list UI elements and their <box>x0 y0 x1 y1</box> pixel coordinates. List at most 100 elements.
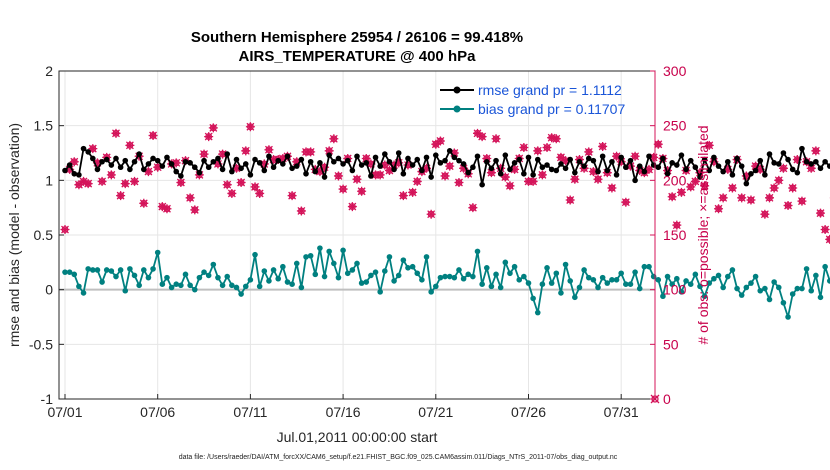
obs-count-point <box>148 131 158 141</box>
rmse-point <box>340 161 346 167</box>
rmse-point <box>660 155 666 162</box>
rmse-point <box>395 150 402 156</box>
obs-count-point <box>783 200 793 210</box>
rmse-point <box>762 172 768 178</box>
y-tick-label-right: 250 <box>663 118 687 134</box>
rmse-point <box>280 161 286 167</box>
rmse-point <box>585 155 592 162</box>
rmse-point <box>826 163 830 169</box>
rmse-point <box>803 158 810 165</box>
bias-point <box>743 284 750 291</box>
x-tick-label: 07/16 <box>326 404 361 420</box>
rmse-point <box>289 165 295 172</box>
bias-point <box>813 272 819 279</box>
bias-point <box>293 260 300 267</box>
bias-point <box>66 269 73 275</box>
obs-count-point <box>621 197 631 207</box>
obs-count-point <box>333 171 343 181</box>
bias-point <box>113 273 119 280</box>
bias-point <box>99 279 105 285</box>
obs-count-point <box>491 134 501 144</box>
rmse-point <box>456 157 462 164</box>
obs-count-point <box>528 176 538 186</box>
bias-point <box>516 277 523 283</box>
rmse-point <box>562 165 569 172</box>
bias-point <box>669 281 675 288</box>
bias-point <box>372 269 379 275</box>
obs-count-point <box>236 178 246 188</box>
bias-point <box>785 314 791 320</box>
bias-point <box>692 271 699 278</box>
obs-count-point <box>185 193 195 203</box>
obs-count-point <box>667 192 677 202</box>
y-tick-label-right: 100 <box>663 282 687 298</box>
rmse-point <box>71 170 78 177</box>
bias-point <box>734 285 740 292</box>
rmse-point <box>590 157 597 164</box>
tick-layer: 07/01 07/06 07/11 07/16 07/21 07/26 07/31 -1 -0.… <box>29 63 687 420</box>
bias-point <box>521 273 527 280</box>
obs-count-point <box>431 139 441 149</box>
rmse-point <box>808 161 815 167</box>
data-file-footnote: data file: /Users/raeder/DAI/ATM_forcXX/… <box>179 454 618 461</box>
obs-count-point <box>106 170 116 180</box>
rmse-point <box>488 165 495 172</box>
rmse-point <box>678 152 685 158</box>
bias-point <box>465 271 472 278</box>
bias-point <box>553 270 560 277</box>
rmse-point <box>664 170 671 177</box>
obs-count-point <box>125 140 135 150</box>
bias-point <box>817 294 824 301</box>
y-tick-label-left: 1.5 <box>34 118 54 134</box>
y-tick-label-left: -0.5 <box>29 336 53 352</box>
obs-count-point <box>598 141 608 151</box>
legend-rmse-text: rmse grand pr = 1.1112 <box>478 82 622 98</box>
bias-point <box>178 282 184 289</box>
bias-point <box>335 274 342 281</box>
obs-count-point <box>241 146 251 156</box>
bias-point <box>609 277 615 283</box>
x-tick-label: 07/06 <box>140 404 175 420</box>
bias-point <box>414 270 421 277</box>
bias-point <box>90 267 96 273</box>
obs-count-point <box>329 134 339 144</box>
rmse-point <box>539 164 546 171</box>
rmse-point <box>683 166 689 173</box>
rmse-point <box>131 158 138 165</box>
rmse-point <box>400 170 407 177</box>
bias-point <box>419 277 425 283</box>
rmse-point <box>655 164 662 171</box>
y-tick-label-left: 0 <box>45 282 53 298</box>
rmse-point <box>358 162 365 168</box>
rmse-point <box>270 164 277 171</box>
bias-point <box>623 281 629 288</box>
bias-point <box>581 267 587 273</box>
obs-count-point <box>815 208 825 218</box>
rmse-point <box>794 169 801 176</box>
obs-count-point <box>111 128 121 138</box>
rmse-point <box>511 160 518 166</box>
rmse-point <box>595 168 601 175</box>
obs-count-point <box>468 203 478 213</box>
bias-point <box>507 270 513 277</box>
bias-point <box>715 272 722 279</box>
rmse-point <box>567 156 574 163</box>
bias-point <box>405 265 411 271</box>
obs-count-point <box>820 225 830 235</box>
rmse-point <box>451 154 458 161</box>
rmse-point <box>117 164 124 171</box>
bias-point <box>215 274 221 281</box>
bias-point <box>599 274 606 281</box>
rmse-point <box>576 158 583 165</box>
rmse-point <box>701 156 708 163</box>
bias-point <box>826 278 830 284</box>
rmse-point <box>252 156 258 163</box>
obs-count-point <box>690 176 700 186</box>
rmse-point <box>789 166 796 173</box>
legend-bias-text: bias grand pr = 0.11707 <box>478 101 625 117</box>
obs-count-point <box>445 161 455 171</box>
rmse-point <box>377 163 383 169</box>
rmse-series-layer <box>62 145 830 188</box>
bias-point <box>71 271 78 278</box>
rmse-point <box>636 163 643 169</box>
